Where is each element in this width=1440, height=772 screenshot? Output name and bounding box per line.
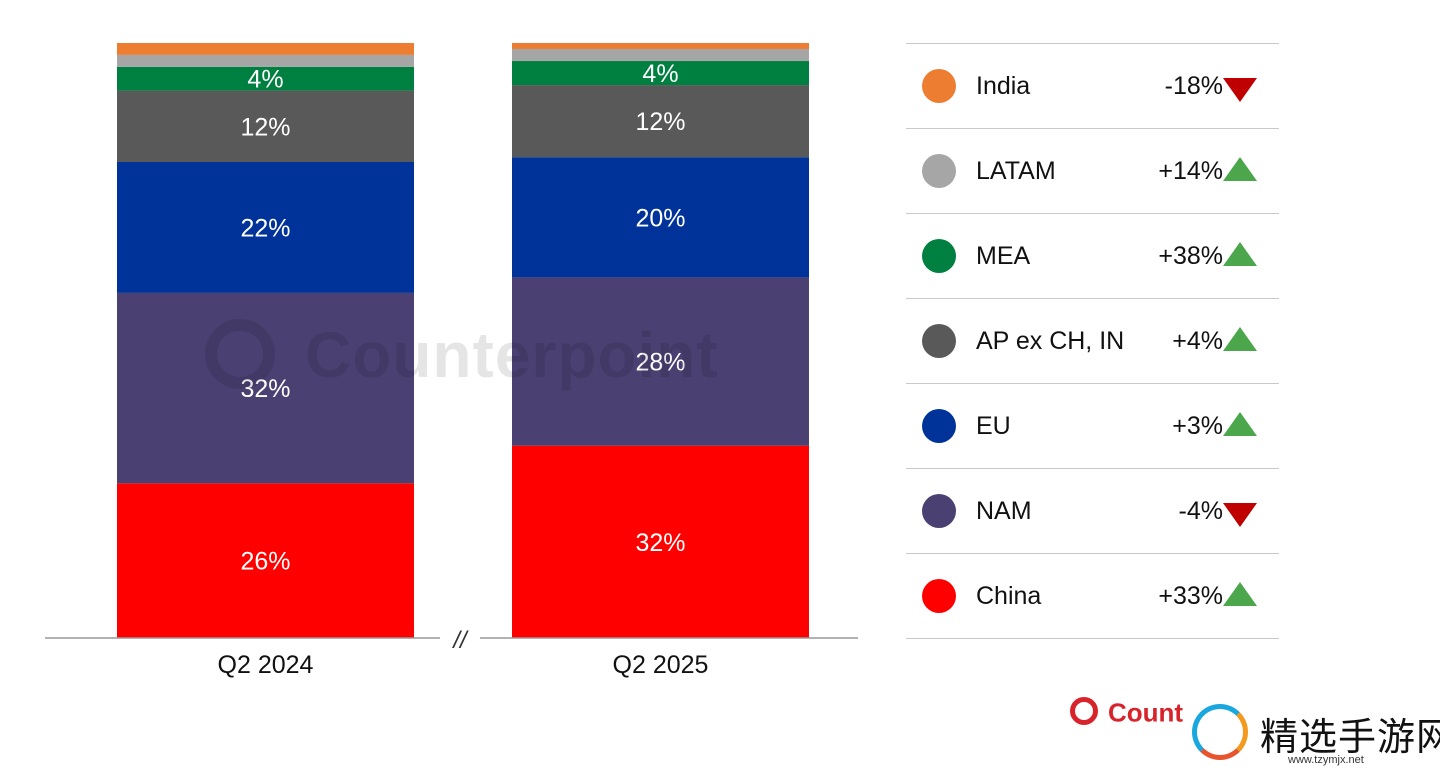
legend-row-ap-ex-ch-in: AP ex CH, IN +4% bbox=[906, 299, 1279, 384]
legend-label-china: China bbox=[976, 582, 1042, 610]
legend-change-china: +33% bbox=[1158, 582, 1223, 610]
legend-label-nam: NAM bbox=[976, 497, 1032, 525]
data-label-ap-ex-ch-in-q2-2025: 12% bbox=[635, 108, 685, 136]
data-label-mea-q2-2024: 4% bbox=[247, 66, 283, 94]
site-url: www.tzymjx.net bbox=[1288, 754, 1364, 766]
legend-swatch-nam bbox=[922, 494, 956, 528]
data-label-china-q2-2024: 26% bbox=[240, 548, 290, 576]
category-label-q2-2025: Q2 2025 bbox=[613, 651, 709, 679]
down-arrow-icon-india bbox=[1223, 78, 1257, 102]
legend-row-nam: NAM -4% bbox=[906, 469, 1279, 554]
bar-segment-ap-ex-ch-in-q2-2024 bbox=[117, 90, 414, 162]
legend-swatch-ap-ex-ch-in bbox=[922, 324, 956, 358]
legend-change-india: -18% bbox=[1164, 72, 1223, 100]
legend-label-india: India bbox=[976, 72, 1031, 100]
bar-segment-india-q2-2025 bbox=[512, 43, 809, 50]
legend-swatch-india bbox=[922, 69, 956, 103]
stacked-bar-chart: 26% 32% 22% 12% 4% Q2 2024 32% 28% 20% 12% 4% Q2 20… bbox=[45, 43, 858, 679]
bar-segment-china-q2-2024 bbox=[117, 483, 414, 638]
legend-change-ap-ex-ch-in: +4% bbox=[1172, 327, 1223, 355]
legend-swatch-china bbox=[922, 579, 956, 613]
site-watermark: 精选手游网 www.tzymjx.net bbox=[1192, 700, 1440, 772]
brand-text: Count bbox=[1108, 697, 1184, 728]
up-arrow-icon-ap-ex-ch-in bbox=[1223, 327, 1257, 351]
bar-segment-eu-q2-2024 bbox=[117, 162, 414, 293]
legend-swatch-latam bbox=[922, 154, 956, 188]
legend-change-latam: +14% bbox=[1158, 157, 1223, 185]
data-label-mea-q2-2025: 4% bbox=[642, 60, 678, 88]
legend-row-india: India -18% bbox=[906, 44, 1279, 129]
counterpoint-logo-icon bbox=[1070, 697, 1098, 726]
legend-change-nam: -4% bbox=[1178, 497, 1223, 525]
legend-label-ap-ex-ch-in: AP ex CH, IN bbox=[976, 327, 1125, 355]
legend-label-latam: LATAM bbox=[976, 157, 1056, 185]
brand-logo: Count bbox=[1070, 696, 1183, 736]
data-label-eu-q2-2024: 22% bbox=[240, 214, 290, 242]
data-label-nam-q2-2024: 32% bbox=[240, 375, 290, 403]
legend-swatch-eu bbox=[922, 409, 956, 443]
bar-segment-india-q2-2024 bbox=[117, 43, 414, 55]
axis-break-marker: // bbox=[451, 627, 469, 654]
legend-label-mea: MEA bbox=[976, 242, 1031, 270]
bar-segment-ap-ex-ch-in-q2-2025 bbox=[512, 85, 809, 158]
up-arrow-icon-eu bbox=[1223, 412, 1257, 436]
bar-segment-china-q2-2025 bbox=[512, 445, 809, 638]
legend-row-china: China +33% bbox=[906, 554, 1279, 639]
category-label-q2-2024: Q2 2024 bbox=[218, 651, 314, 679]
data-label-china-q2-2025: 32% bbox=[635, 529, 685, 557]
site-logo-icon bbox=[1192, 704, 1248, 760]
legend-change-mea: +38% bbox=[1158, 242, 1223, 270]
bar-segment-mea-q2-2024 bbox=[117, 66, 414, 91]
bar-segment-eu-q2-2025 bbox=[512, 157, 809, 278]
up-arrow-icon-latam bbox=[1223, 157, 1257, 181]
up-arrow-icon-mea bbox=[1223, 242, 1257, 266]
legend-change-eu: +3% bbox=[1172, 412, 1223, 440]
data-label-nam-q2-2025: 28% bbox=[635, 349, 685, 377]
legend-row-latam: LATAM +14% bbox=[906, 129, 1279, 214]
legend: India -18% LATAM +14% MEA +38% AP ex CH, IN +4%… bbox=[906, 43, 1279, 639]
site-name: 精选手游网 bbox=[1260, 715, 1440, 759]
data-label-ap-ex-ch-in-q2-2024: 12% bbox=[240, 113, 290, 141]
down-arrow-icon-nam bbox=[1223, 503, 1257, 527]
legend-row-eu: EU +3% bbox=[906, 384, 1279, 469]
bar-segment-nam-q2-2024 bbox=[117, 292, 414, 484]
legend-row-mea: MEA +38% bbox=[906, 214, 1279, 299]
data-label-eu-q2-2025: 20% bbox=[635, 204, 685, 232]
bar-segment-latam-q2-2024 bbox=[117, 54, 414, 67]
legend-label-eu: EU bbox=[976, 412, 1011, 440]
bar-segment-nam-q2-2025 bbox=[512, 277, 809, 446]
bar-segment-latam-q2-2025 bbox=[512, 49, 809, 62]
bar-segment-mea-q2-2025 bbox=[512, 61, 809, 86]
legend-swatch-mea bbox=[922, 239, 956, 273]
up-arrow-icon-china bbox=[1223, 582, 1257, 606]
